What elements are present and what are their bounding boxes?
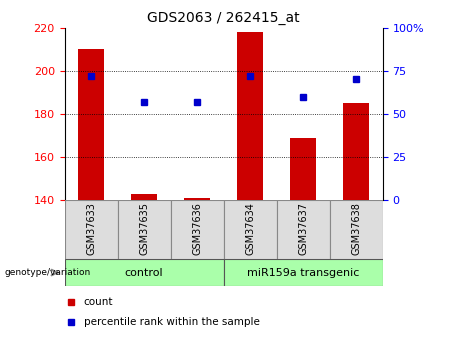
Bar	[343, 103, 369, 200]
Bar	[171, 200, 224, 259]
Bar	[78, 49, 104, 200]
Bar	[330, 200, 383, 259]
Text: GSM37636: GSM37636	[192, 202, 202, 255]
Bar	[237, 32, 263, 200]
Text: control: control	[125, 268, 163, 277]
Text: genotype/variation: genotype/variation	[5, 268, 91, 277]
Text: GSM37638: GSM37638	[351, 202, 361, 255]
Bar	[277, 200, 330, 259]
Text: GSM37637: GSM37637	[298, 202, 308, 255]
Bar	[290, 138, 316, 200]
Text: percentile rank within the sample: percentile rank within the sample	[83, 317, 260, 327]
Bar	[118, 200, 171, 259]
Bar	[65, 200, 118, 259]
Bar	[184, 198, 210, 200]
Bar	[131, 194, 157, 200]
Text: GSM37635: GSM37635	[139, 202, 149, 255]
Text: count: count	[83, 297, 113, 307]
Bar	[65, 259, 224, 286]
Text: GSM37633: GSM37633	[86, 202, 96, 255]
Bar	[224, 259, 383, 286]
Text: GSM37634: GSM37634	[245, 202, 255, 255]
Text: miR159a transgenic: miR159a transgenic	[247, 268, 359, 277]
Title: GDS2063 / 262415_at: GDS2063 / 262415_at	[147, 11, 300, 25]
Bar	[224, 200, 277, 259]
